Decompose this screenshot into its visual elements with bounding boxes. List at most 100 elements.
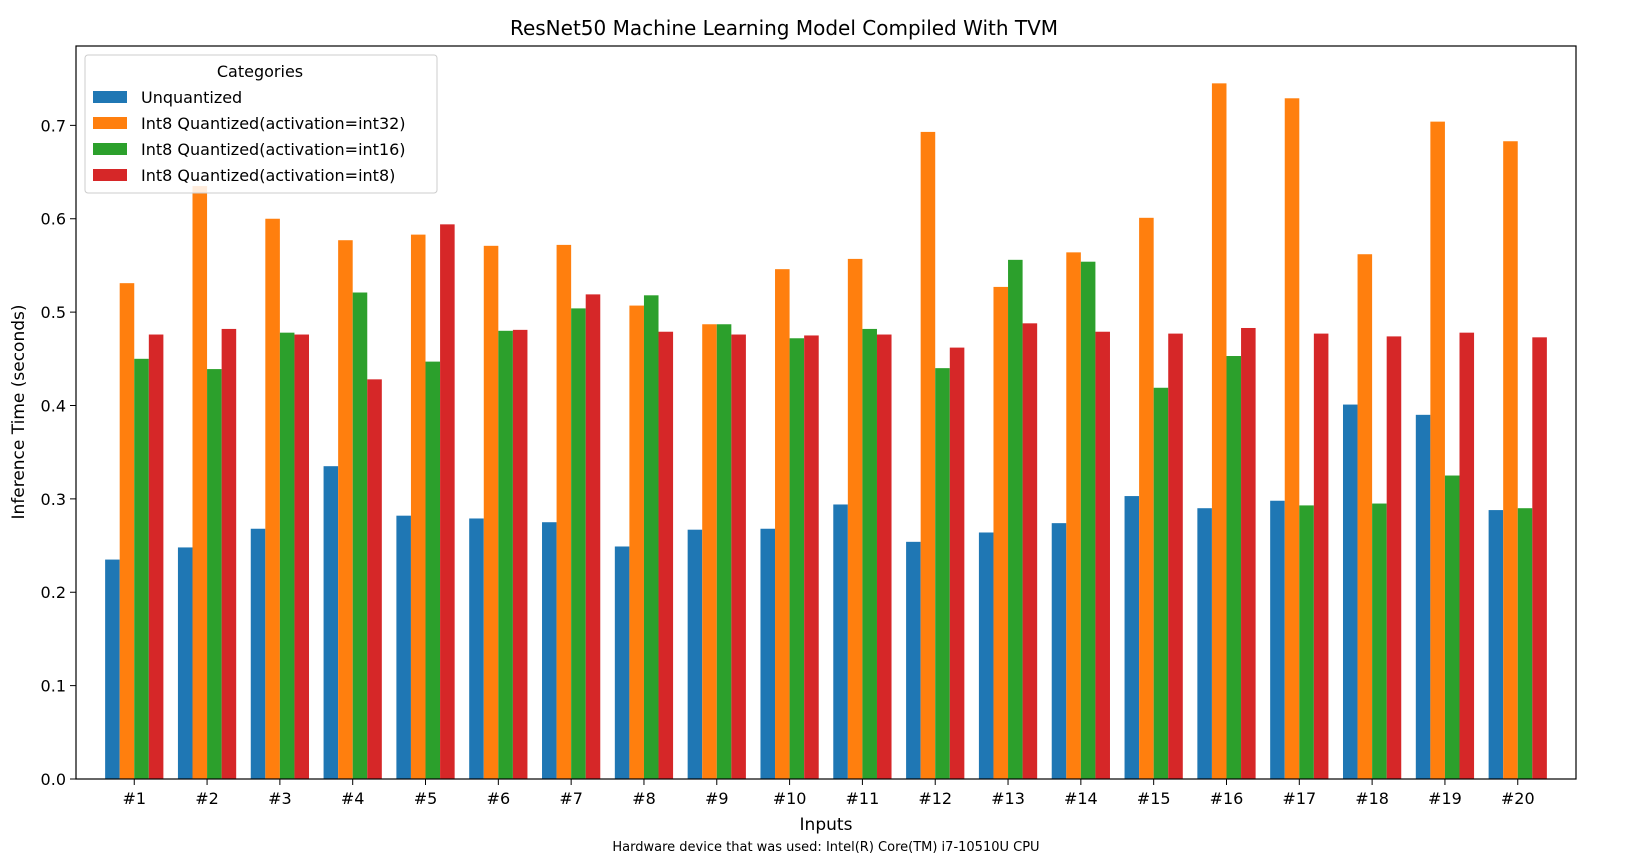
bar-2-input-14 (1066, 252, 1081, 780)
bar-3-input-8 (643, 295, 659, 779)
legend-swatch (93, 117, 127, 129)
bar-1-input-15 (1124, 496, 1140, 779)
legend-label: Int8 Quantized(activation=int16) (141, 140, 406, 159)
x-axis: #1 #2 #3 #4 #5 #6 #7 #8 #9 #10 #11 #12 #13 #14 #15 #16 #… (122, 779, 1535, 808)
bar-3-input-5 (425, 361, 441, 779)
bar-3-input-12 (935, 368, 950, 779)
bar-2-input-4 (338, 240, 353, 780)
bar-1-input-8 (614, 546, 630, 779)
x-tick-label: #5 (414, 789, 438, 808)
bar-2-input-20 (1503, 141, 1518, 780)
bar-4-input-18 (1386, 336, 1402, 779)
x-tick-label: #9 (705, 789, 729, 808)
y-tick-label: 0.6 (41, 210, 66, 229)
x-tick-label: #3 (268, 789, 292, 808)
bar-4-input-2 (221, 328, 237, 779)
x-tick-label: #19 (1428, 789, 1462, 808)
bar-2-input-6 (483, 245, 499, 779)
bar-3-input-15 (1153, 387, 1169, 779)
bar-2-input-11 (847, 258, 863, 779)
bar-3-input-11 (862, 328, 877, 779)
y-tick-label: 0.5 (41, 303, 66, 322)
bar-1-input-17 (1270, 500, 1285, 779)
bar-2-input-7 (556, 244, 572, 779)
x-tick-label: #12 (918, 789, 952, 808)
y-tick-label: 0.1 (41, 677, 66, 696)
x-tick-label: #14 (1064, 789, 1098, 808)
x-tick-label: #8 (632, 789, 656, 808)
bar-2-input-13 (993, 286, 1009, 779)
bar-1-input-18 (1342, 404, 1358, 779)
legend-title: Categories (217, 62, 303, 81)
legend-label: Unquantized (141, 88, 242, 107)
bar-4-input-4 (367, 379, 382, 779)
x-tick-label: #6 (487, 789, 511, 808)
x-tick-label: #15 (1137, 789, 1171, 808)
bar-4-input-11 (876, 334, 892, 779)
bar-3-input-6 (498, 330, 513, 779)
y-tick-label: 0.3 (41, 490, 66, 509)
x-tick-label: #11 (846, 789, 880, 808)
x-tick-label: #1 (122, 789, 146, 808)
bar-2-input-1 (119, 283, 135, 779)
bar-3-input-16 (1226, 356, 1242, 779)
bar-1-input-11 (833, 504, 848, 779)
bar-4-input-5 (440, 224, 455, 780)
bar-1-input-9 (687, 529, 703, 779)
bar-2-input-8 (629, 305, 644, 779)
bar-3-input-9 (716, 324, 732, 779)
plot-frame (75, 45, 1577, 780)
y-axis: 0.0 0.1 0.2 0.3 0.4 0.5 0.6 0.7 (41, 116, 76, 789)
bar-2-input-12 (920, 131, 936, 779)
bar-3-input-3 (279, 332, 295, 779)
bar-1-input-13 (978, 532, 994, 779)
bar-1-input-2 (177, 547, 193, 779)
x-tick-label: #2 (195, 789, 219, 808)
x-axis-label: Inputs (800, 815, 853, 835)
x-tick-label: #17 (1282, 789, 1316, 808)
bar-4-input-6 (512, 329, 528, 779)
bar-3-input-13 (1008, 259, 1023, 780)
bar-4-input-17 (1313, 333, 1329, 779)
y-tick-label: 0.4 (41, 396, 66, 415)
x-tick-label: #7 (559, 789, 583, 808)
bar-1-input-12 (906, 541, 921, 779)
bar-1-input-4 (323, 466, 339, 779)
bar-2-input-17 (1284, 98, 1300, 780)
bar-4-input-13 (1022, 323, 1038, 779)
bar-3-input-7 (571, 308, 586, 779)
legend-label: Int8 Quantized(activation=int32) (141, 114, 406, 133)
legend-label: Int8 Quantized(activation=int8) (141, 166, 395, 185)
bar-1-input-20 (1488, 510, 1504, 779)
bar-3-input-2 (207, 369, 222, 779)
x-tick-label: #13 (991, 789, 1025, 808)
bar-4-input-8 (658, 331, 674, 779)
bar-3-input-10 (789, 338, 805, 779)
y-tick-label: 0.7 (41, 116, 66, 135)
bar-2-input-9 (702, 324, 717, 779)
bar-2-input-16 (1211, 83, 1227, 780)
bar-4-input-7 (585, 294, 601, 779)
bar-1-input-6 (469, 518, 484, 779)
bar-1-input-3 (250, 528, 266, 779)
bar-4-input-19 (1459, 332, 1475, 779)
bar-4-input-3 (294, 334, 310, 779)
bar-2-input-3 (265, 218, 280, 779)
legend: Categories Unquantized Int8 Quantized(act… (84, 54, 438, 194)
x-tick-label: #4 (341, 789, 365, 808)
bar-2-input-2 (192, 186, 208, 779)
bar-2-input-5 (410, 234, 426, 779)
bar-4-input-12 (949, 347, 965, 779)
bar-1-input-14 (1051, 523, 1067, 779)
bar-1-input-7 (542, 522, 557, 779)
x-tick-label: #20 (1501, 789, 1535, 808)
bar-2-input-18 (1357, 254, 1373, 780)
bar-3-input-19 (1444, 475, 1460, 779)
bar-4-input-9 (731, 334, 746, 779)
bar-3-input-17 (1299, 505, 1314, 779)
footnote: Hardware device that was used: Intel(R) … (612, 840, 1039, 855)
bar-4-input-10 (804, 335, 819, 779)
bar-2-input-19 (1430, 121, 1445, 779)
